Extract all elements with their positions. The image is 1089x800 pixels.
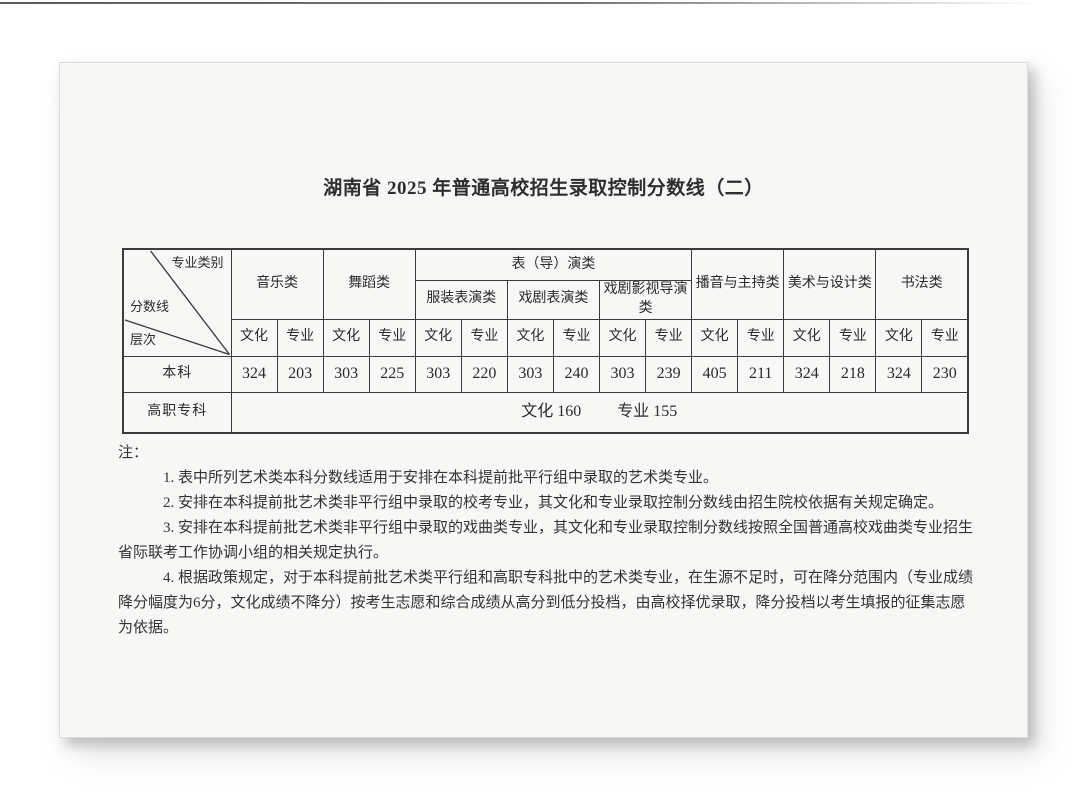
header-music: 音乐类 (230, 248, 324, 320)
score-cell: 240 (552, 355, 601, 393)
score-cell: 220 (460, 355, 508, 393)
row-undergraduate: 本科 324 203 303 225 303 220 303 240 303 2… (122, 355, 969, 393)
score-cell: 303 (506, 355, 554, 393)
note-item-1: 1. 表中所列艺术类本科分数线适用于安排在本科提前批平行组中录取的艺术类专业。 (163, 470, 719, 486)
header-dance: 舞蹈类 (322, 248, 416, 320)
header-calligraphy: 书法类 (875, 248, 969, 320)
score-cell: 225 (368, 355, 416, 393)
subheader-culture: 文化 (322, 318, 370, 357)
corner-diagonal-lines-icon (124, 250, 230, 355)
header-drama-performance: 戏剧表演类 (506, 279, 601, 320)
subheader-major: 专业 (921, 318, 969, 357)
subheader-major: 专业 (645, 318, 693, 357)
corner-label-level: 层次 (130, 331, 157, 347)
header-performance-directing: 表（导）演类 (414, 248, 693, 281)
photo-top-edge-line (0, 2, 1062, 4)
subheader-culture: 文化 (598, 318, 647, 357)
score-cell: 303 (322, 355, 370, 393)
document-title: 湖南省 2025 年普通高校招生录取控制分数线（二） (323, 178, 764, 199)
header-art-design: 美术与设计类 (783, 248, 877, 320)
notes-section: 注： 1. 表中所列艺术类本科分数线适用于安排在本科提前批平行组中录取的艺术类专… (118, 441, 974, 641)
row-label-vocational: 高职专科 (122, 391, 232, 434)
header-row-categories: 专业类别 分数线 层次 音乐类 舞蹈类 表（导）演类 播音与主持类 美术与设计类… (122, 248, 969, 357)
score-cell: 324 (875, 355, 923, 393)
score-cell: 324 (783, 355, 831, 393)
vocational-merged-scores: 文化 160 专业 155 (230, 391, 969, 434)
score-cell: 324 (230, 355, 278, 393)
score-cell: 303 (414, 355, 462, 393)
corner-cell: 专业类别 分数线 层次 (122, 248, 232, 357)
header-row-culture-major: 文化 专业 文化 专业 文化 专业 文化 专业 文化 专业 文化 专业 文化 专… (123, 318, 969, 357)
subheader-major: 专业 (276, 318, 324, 357)
vocational-culture-score: 文化 160 (521, 402, 582, 420)
corner-label-scoreline: 分数线 (130, 299, 170, 314)
subheader-major: 专业 (737, 318, 785, 357)
subheader-major: 专业 (368, 318, 416, 357)
note-item-2: 2. 安排在本科提前批艺术类非平行组中录取的校考专业，其文化和专业录取控制分数线… (163, 495, 944, 511)
subheader-culture: 文化 (783, 318, 831, 357)
score-table: 专业类别 分数线 层次 音乐类 舞蹈类 表（导）演类 播音与主持类 美术与设计类… (122, 248, 969, 434)
subheader-culture: 文化 (875, 318, 923, 357)
subheader-culture: 文化 (506, 318, 554, 357)
subheader-major: 专业 (460, 318, 508, 357)
header-costume-performance: 服装表演类 (414, 279, 508, 320)
header-row-performance-subtypes: 服装表演类 戏剧表演类 戏剧影视导演类 (123, 279, 968, 320)
notes-heading: 注： (118, 445, 149, 461)
note-item-4: 4. 根据政策规定，对于本科提前批艺术类平行组和高职专科批中的艺术类专业，在生源… (118, 570, 974, 636)
subheader-culture: 文化 (230, 318, 278, 357)
vocational-major-score: 专业 155 (617, 402, 678, 420)
corner-label-category: 专业类别 (171, 255, 224, 270)
score-cell: 239 (645, 355, 693, 393)
document-paper: 湖南省 2025 年普通高校招生录取控制分数线（二） 专业类别 分数线 层次 音… (59, 62, 1028, 738)
header-broadcast-hosting: 播音与主持类 (691, 248, 785, 320)
subheader-major: 专业 (552, 318, 601, 357)
subheader-culture: 文化 (414, 318, 462, 357)
subheader-culture: 文化 (691, 318, 739, 357)
score-cell: 218 (829, 355, 877, 393)
score-cell: 211 (737, 355, 785, 393)
score-cell: 405 (691, 355, 739, 393)
row-vocational: 高职专科 文化 160 专业 155 (122, 391, 969, 434)
score-cell: 230 (921, 355, 969, 393)
note-item-3: 3. 安排在本科提前批艺术类非平行组中录取的戏曲类专业，其文化和专业录取控制分数… (118, 520, 974, 561)
row-label-undergraduate: 本科 (122, 355, 232, 393)
subheader-major: 专业 (829, 318, 877, 357)
score-cell: 303 (598, 355, 647, 393)
header-drama-film-directing: 戏剧影视导演类 (598, 279, 693, 320)
score-cell: 203 (276, 355, 324, 393)
